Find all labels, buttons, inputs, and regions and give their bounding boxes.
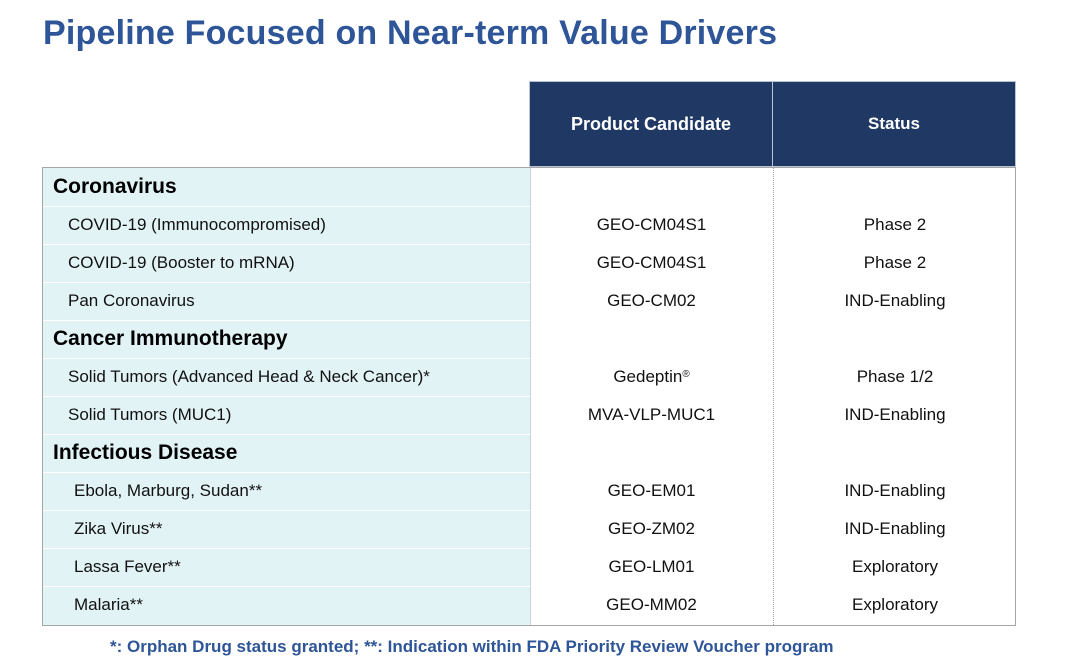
product-candidate: GEO-MM02 (606, 595, 697, 614)
status-value: IND-Enabling (844, 481, 946, 500)
status-value: IND-Enabling (844, 405, 946, 424)
indication-label: COVID-19 (Immunocompromised) (68, 215, 326, 234)
table-row: Zika Virus** GEO-ZM02 IND-Enabling (43, 510, 1015, 549)
table-row: Ebola, Marburg, Sudan** GEO-EM01 IND-Ena… (43, 472, 1015, 511)
category-row: Coronavirus (43, 168, 1015, 207)
column-divider (773, 168, 774, 625)
indication-label: Malaria** (74, 595, 143, 614)
table-row: Malaria** GEO-MM02 Exploratory (43, 586, 1015, 624)
category-label: Cancer Immunotherapy (53, 327, 288, 350)
indication-label: Ebola, Marburg, Sudan** (74, 481, 263, 500)
category-label: Coronavirus (53, 175, 177, 198)
pipeline-table: Coronavirus COVID-19 (Immunocompromised)… (42, 167, 1016, 626)
category-row: Infectious Disease (43, 434, 1015, 473)
product-candidate: GEO-EM01 (607, 481, 696, 500)
column-divider (530, 168, 531, 625)
status-value: Exploratory (852, 557, 938, 576)
product-candidate: Gedeptin ® (613, 367, 690, 386)
status-value: IND-Enabling (844, 291, 946, 310)
indication-label: COVID-19 (Booster to mRNA) (68, 253, 295, 272)
status-value: Exploratory (852, 595, 938, 614)
table-row: Solid Tumors (Advanced Head & Neck Cance… (43, 358, 1015, 397)
product-candidate: MVA-VLP-MUC1 (587, 405, 716, 424)
table-row: COVID-19 (Booster to mRNA) GEO-CM04S1 Ph… (43, 244, 1015, 283)
indication-label: Zika Virus** (74, 519, 163, 538)
product-candidate: GEO-LM01 (608, 557, 695, 576)
table-row: Pan Coronavirus GEO-CM02 IND-Enabling (43, 282, 1015, 321)
page-title: Pipeline Focused on Near-term Value Driv… (43, 14, 778, 52)
product-candidate: GEO-CM04S1 (596, 215, 707, 234)
table-row: Lassa Fever** GEO-LM01 Exploratory (43, 548, 1015, 587)
header-product-candidate: Product Candidate (529, 81, 773, 167)
category-label: Infectious Disease (53, 441, 238, 464)
product-candidate: GEO-CM04S1 (596, 253, 707, 272)
product-candidate: GEO-CM02 (607, 291, 696, 310)
category-row: Cancer Immunotherapy (43, 320, 1015, 359)
status-value: Phase 2 (863, 253, 927, 272)
product-name: Gedeptin (613, 367, 683, 386)
table-row: Solid Tumors (MUC1) MVA-VLP-MUC1 IND-Ena… (43, 396, 1015, 435)
product-candidate: GEO-ZM02 (608, 519, 695, 538)
indication-label: Lassa Fever** (74, 557, 181, 576)
indication-label: Pan Coronavirus (68, 291, 195, 310)
indication-label: Solid Tumors (MUC1) (68, 405, 232, 424)
indication-label: Solid Tumors (Advanced Head & Neck Cance… (68, 367, 430, 386)
footnote-text: *: Orphan Drug status granted; **: Indic… (110, 637, 834, 656)
status-value: IND-Enabling (844, 519, 946, 538)
status-value: Phase 2 (863, 215, 927, 234)
status-value: Phase 1/2 (856, 367, 934, 386)
header-status: Status (772, 81, 1016, 167)
table-row: COVID-19 (Immunocompromised) GEO-CM04S1 … (43, 206, 1015, 245)
